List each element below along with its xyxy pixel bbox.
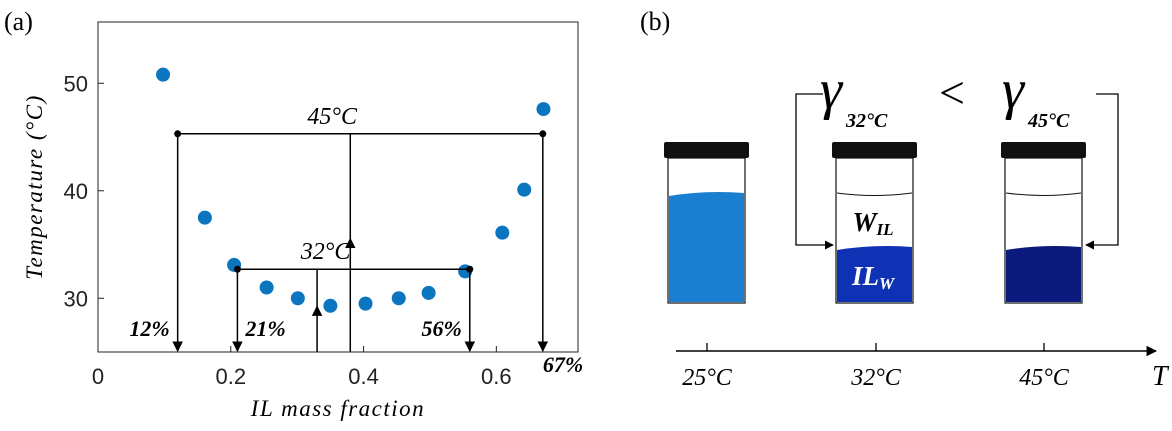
- x-tick-label: 0: [92, 364, 104, 389]
- composition-label: 56%: [421, 316, 461, 341]
- relation: γ 32°C < γ 45°C: [820, 59, 1070, 132]
- subscript: 45°C: [1027, 110, 1070, 132]
- x-axis-label: IL mass fraction: [250, 396, 425, 421]
- data-point: [323, 298, 338, 313]
- data-point: [156, 67, 171, 82]
- data-point: [358, 296, 373, 311]
- panel-label: (b): [640, 7, 670, 36]
- composition-label: 12%: [129, 316, 169, 341]
- composition-label: 67%: [543, 352, 583, 377]
- data-point: [197, 210, 212, 225]
- subscript: 32°C: [845, 110, 888, 132]
- data-point: [391, 291, 406, 306]
- plot-frame: [97, 21, 579, 353]
- vial: [1001, 142, 1086, 304]
- data-point: [495, 225, 510, 240]
- phase-label: WIL: [852, 207, 893, 239]
- data-point: [536, 102, 551, 117]
- data-point: [259, 280, 274, 295]
- y-axis-label: Temperature (°C): [22, 94, 47, 279]
- x-tick-label: 0.4: [348, 364, 379, 389]
- panel-label: (a): [4, 7, 33, 36]
- data-point: [421, 285, 436, 300]
- axis-tick-label: 45°C: [1019, 365, 1070, 391]
- temperature-ticks: 25°C 32°C 45°C: [682, 343, 1070, 391]
- axis-label: T: [1152, 361, 1170, 392]
- phase-label: ILW: [851, 261, 896, 293]
- bracket-arrow: [1085, 93, 1119, 250]
- tie-line-label: 32°C: [300, 239, 352, 265]
- axis-tick-label: 25°C: [682, 365, 733, 391]
- x-tick-label: 0.2: [215, 364, 246, 389]
- y-tick-label: 50: [64, 71, 88, 96]
- vial: WIL ILW: [832, 142, 917, 304]
- data-point: [290, 291, 305, 306]
- composition-label: 21%: [244, 316, 285, 341]
- y-tick-label: 40: [64, 179, 88, 204]
- gamma: γ: [1002, 59, 1026, 121]
- tie-line-label: 45°C: [307, 104, 358, 130]
- data-point: [517, 182, 532, 197]
- bracket-arrow: [795, 93, 834, 250]
- vial: [664, 142, 749, 304]
- axis-tick-label: 32°C: [850, 365, 902, 391]
- x-tick-label: 0.6: [481, 364, 512, 389]
- operator: <: [939, 67, 965, 118]
- gamma: γ: [820, 59, 844, 121]
- y-tick-label: 30: [64, 286, 88, 311]
